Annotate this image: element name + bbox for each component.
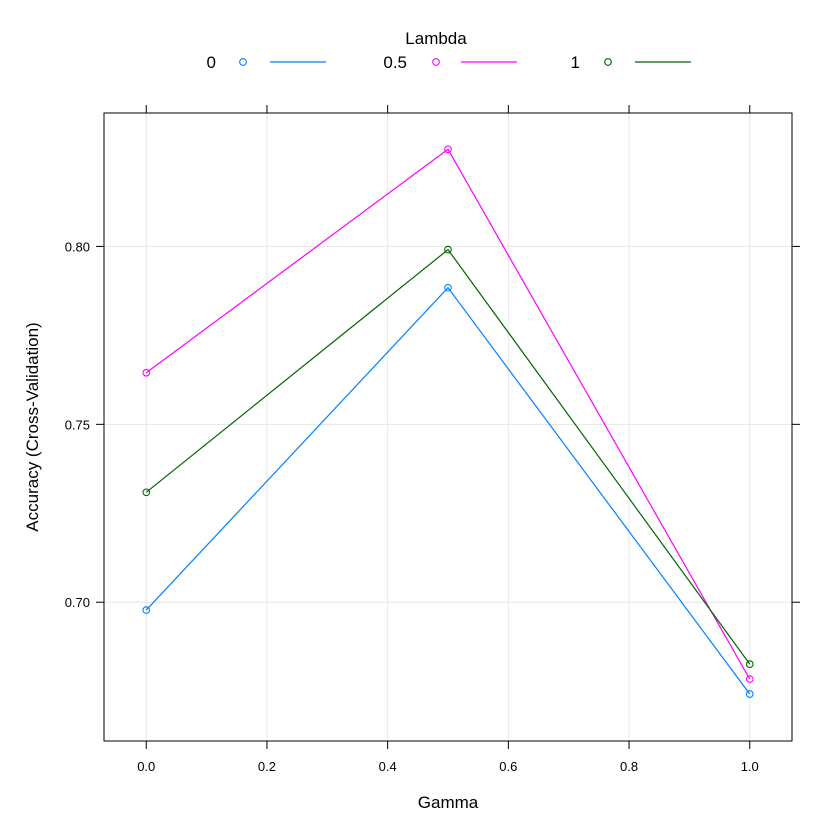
legend-label: 0.5 (383, 53, 407, 72)
legend-items: 0 0.5 1 (207, 53, 691, 72)
x-axis-title: Gamma (418, 793, 479, 812)
data-point-0 (745, 690, 754, 698)
data-point-1 (444, 245, 452, 254)
x-tick-label: 0.2 (258, 759, 276, 774)
grid (104, 113, 792, 741)
y-axis-title: Accuracy (Cross-Validation) (23, 322, 42, 531)
x-tick-label: 0.4 (379, 759, 397, 774)
series-line-0 (145, 286, 751, 695)
y-axis-ticks: 0.70 0.75 0.80 (65, 239, 800, 610)
legend-item-1: 1 (571, 53, 691, 72)
data-point-0 (444, 283, 452, 292)
legend: Lambda 0 0.5 1 (207, 29, 691, 72)
data-point-0 (142, 606, 151, 614)
legend-label: 1 (571, 53, 580, 72)
x-axis-ticks: 0.0 0.2 0.4 0.6 0.8 1.0 (137, 105, 759, 774)
series-line-1 (145, 248, 751, 665)
y-tick-label: 0.70 (65, 595, 90, 610)
series-line-0-5 (145, 148, 751, 680)
y-tick-label: 0.75 (65, 417, 90, 432)
legend-point-marker (604, 58, 612, 66)
legend-point-marker (239, 58, 247, 66)
series-lines (145, 148, 751, 695)
x-tick-label: 0.8 (620, 759, 638, 774)
legend-point-marker (432, 58, 440, 66)
legend-label: 0 (207, 53, 216, 72)
data-point-0-5 (444, 145, 452, 154)
data-point-0-5 (745, 675, 754, 683)
x-tick-label: 0.6 (499, 759, 517, 774)
legend-item-0: 0 (207, 53, 326, 72)
y-tick-label: 0.80 (65, 239, 90, 254)
data-point-0-5 (142, 368, 151, 377)
plot-frame (103, 112, 793, 742)
axes (103, 112, 793, 742)
series-points (142, 145, 754, 698)
data-point-1 (745, 660, 754, 668)
x-tick-label: 0.0 (137, 759, 155, 774)
legend-title: Lambda (405, 29, 467, 48)
x-tick-label: 1.0 (741, 759, 759, 774)
data-point-1 (142, 488, 151, 497)
legend-item-0-5: 0.5 (383, 53, 517, 72)
